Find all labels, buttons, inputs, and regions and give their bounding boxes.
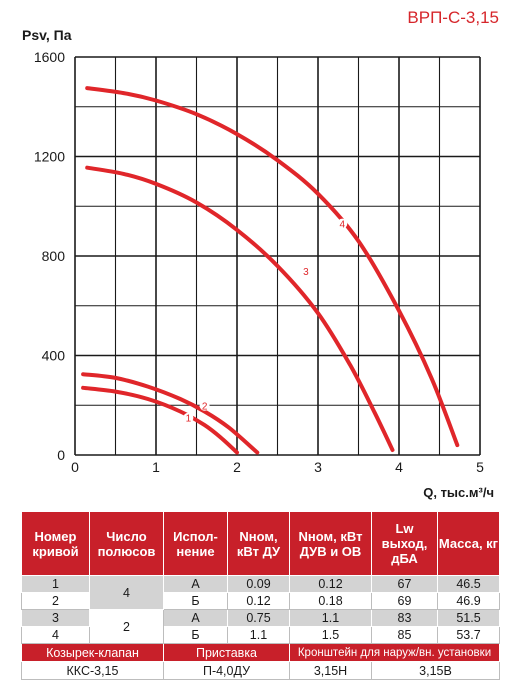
y-tick-label: 1200 bbox=[34, 149, 65, 165]
curve-1 bbox=[81, 385, 239, 455]
accessory-adapter-value: П-4,0ДУ bbox=[163, 661, 290, 680]
spec-table: Номер кривой Число полюсов Испол-нение N… bbox=[21, 511, 500, 680]
header-lw: Lw выход, дБА bbox=[371, 511, 438, 576]
header-mass: Масса, кг bbox=[437, 511, 500, 576]
curve-label: 4 bbox=[340, 220, 346, 231]
cell-exec: А bbox=[163, 609, 228, 627]
x-axis-label: Q, тыс.м³/ч bbox=[423, 485, 494, 500]
cell-power-du: 0.12 bbox=[227, 592, 290, 610]
cell-power-du: 1.1 bbox=[227, 626, 290, 644]
cell-curve: 4 bbox=[21, 626, 90, 644]
accessory-bracket-outdoor-value: 3,15Н bbox=[289, 661, 372, 680]
table-row: 2 Б 0.12 0.18 69 46.9 bbox=[21, 592, 500, 610]
cell-lw: 83 bbox=[371, 609, 438, 627]
chart-curve-labels: 12 3 4 bbox=[183, 218, 348, 425]
x-tick-label: 1 bbox=[152, 459, 160, 475]
cell-curve: 2 bbox=[21, 592, 90, 610]
header-poles: Число полюсов bbox=[89, 511, 164, 576]
y-tick-label: 800 bbox=[42, 248, 66, 264]
cell-exec: Б bbox=[163, 592, 228, 610]
curve-label: 1 bbox=[186, 414, 192, 425]
accessory-header-bracket: Кронштейн для наруж/вн. установки bbox=[289, 643, 500, 662]
curve-label: 3 bbox=[303, 267, 309, 278]
x-tick-label: 2 bbox=[233, 459, 241, 475]
cell-mass: 46.9 bbox=[437, 592, 500, 610]
header-power-duv: Nном, кВт ДУВ и ОВ bbox=[289, 511, 372, 576]
chart-curves bbox=[81, 86, 460, 455]
accessory-header-visor: Козырек-клапан bbox=[21, 643, 164, 662]
curve-label-bg bbox=[199, 400, 210, 411]
model-title: ВРП-С-3,15 bbox=[407, 8, 499, 27]
cell-power-duv: 1.5 bbox=[289, 626, 372, 644]
cell-lw: 67 bbox=[371, 575, 438, 593]
cell-power-duv: 0.12 bbox=[289, 575, 372, 593]
cell-power-duv: 1.1 bbox=[289, 609, 372, 627]
cell-lw: 85 bbox=[371, 626, 438, 644]
accessory-bracket-indoor-value: 3,15В bbox=[371, 661, 500, 680]
cell-power-du: 0.09 bbox=[227, 575, 290, 593]
cell-exec: Б bbox=[163, 626, 228, 644]
accessory-visor-value: ККС-3,15 bbox=[21, 661, 164, 680]
cell-curve: 3 bbox=[21, 609, 90, 627]
cell-mass: 53.7 bbox=[437, 626, 500, 644]
x-tick-label: 3 bbox=[314, 459, 322, 475]
table-header-row: Номер кривой Число полюсов Испол-нение N… bbox=[21, 511, 500, 576]
y-tick-label: 400 bbox=[42, 348, 66, 364]
table-row: 4 Б 1.1 1.5 85 53.7 bbox=[21, 626, 500, 644]
curve-4 bbox=[85, 86, 460, 448]
accessory-header-adapter: Приставка bbox=[163, 643, 290, 662]
cell-exec: А bbox=[163, 575, 228, 593]
cell-power-duv: 0.18 bbox=[289, 592, 372, 610]
y-tick-label: 0 bbox=[57, 447, 65, 463]
curve-3 bbox=[85, 165, 395, 452]
curve-label-bg bbox=[300, 265, 311, 276]
cell-poles: 2 bbox=[89, 609, 164, 644]
cell-curve: 1 bbox=[21, 575, 90, 593]
y-axis-label: Psv, Па bbox=[22, 27, 72, 43]
header-power-du: Nном, кВт ДУ bbox=[227, 511, 290, 576]
y-tick-label: 1600 bbox=[34, 49, 65, 65]
x-tick-label: 0 bbox=[71, 459, 79, 475]
accessories-values-row: ККС-3,15 П-4,0ДУ 3,15Н 3,15В bbox=[21, 661, 500, 680]
header-execution: Испол-нение bbox=[163, 511, 228, 576]
cell-mass: 51.5 bbox=[437, 609, 500, 627]
header-curve-number: Номер кривой bbox=[21, 511, 90, 576]
curve-label-bg bbox=[183, 412, 194, 423]
curve-label-bg bbox=[337, 218, 348, 229]
cell-power-du: 0.75 bbox=[227, 609, 290, 627]
x-tick-label: 5 bbox=[476, 459, 484, 475]
cell-mass: 46.5 bbox=[437, 575, 500, 593]
cell-poles: 4 bbox=[89, 575, 164, 610]
curve-2 bbox=[81, 372, 260, 455]
accessories-header-row: Козырек-клапан Приставка Кронштейн для н… bbox=[21, 643, 500, 662]
x-tick-label: 4 bbox=[395, 459, 403, 475]
table-row: 3 2 А 0.75 1.1 83 51.5 bbox=[21, 609, 500, 644]
table-row: 1 4 А 0.09 0.12 67 46.5 bbox=[21, 575, 500, 610]
cell-lw: 69 bbox=[371, 592, 438, 610]
curve-label: 2 bbox=[202, 402, 208, 413]
